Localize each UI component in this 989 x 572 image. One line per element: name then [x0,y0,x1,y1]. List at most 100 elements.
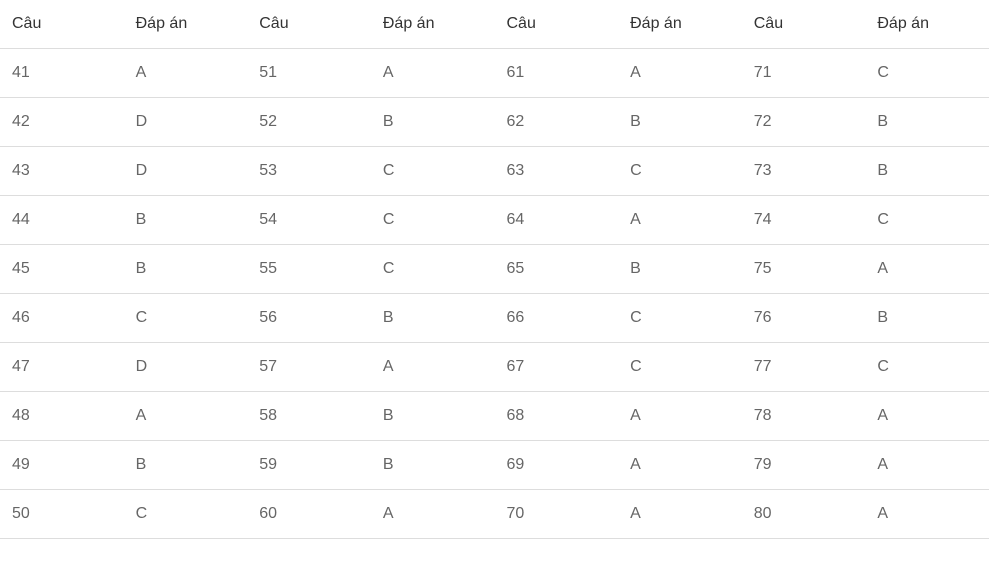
table-cell: 57 [247,343,371,392]
table-cell: 71 [742,49,866,98]
table-cell: 50 [0,490,124,539]
table-cell: A [371,49,495,98]
table-cell: B [865,147,989,196]
table-cell: D [124,147,248,196]
table-cell: 68 [495,392,619,441]
table-cell: A [618,392,742,441]
table-cell: B [124,441,248,490]
table-cell: 72 [742,98,866,147]
table-cell: 70 [495,490,619,539]
table-cell: B [618,245,742,294]
table-cell: A [865,392,989,441]
table-cell: 79 [742,441,866,490]
table-cell: 67 [495,343,619,392]
table-cell: 47 [0,343,124,392]
table-cell: A [865,490,989,539]
table-cell: B [371,392,495,441]
table-cell: 56 [247,294,371,343]
table-cell: 64 [495,196,619,245]
table-cell: A [865,245,989,294]
table-cell: C [371,196,495,245]
table-cell: C [124,294,248,343]
table-cell: 65 [495,245,619,294]
table-header: Câu Đáp án Câu Đáp án Câu Đáp án Câu Đáp… [0,0,989,49]
table-cell: 55 [247,245,371,294]
table-cell: 74 [742,196,866,245]
table-cell: 46 [0,294,124,343]
table-cell: C [124,490,248,539]
table-cell: B [371,441,495,490]
table-cell: A [865,441,989,490]
table-cell: 78 [742,392,866,441]
table-cell: 76 [742,294,866,343]
table-cell: 49 [0,441,124,490]
table-row: 46C56B66C76B [0,294,989,343]
table-cell: 61 [495,49,619,98]
header-row: Câu Đáp án Câu Đáp án Câu Đáp án Câu Đáp… [0,0,989,49]
header-cell: Câu [742,0,866,49]
table-cell: C [371,245,495,294]
table-cell: 48 [0,392,124,441]
table-cell: A [618,441,742,490]
header-cell: Đáp án [371,0,495,49]
table-cell: 77 [742,343,866,392]
table-cell: 60 [247,490,371,539]
table-row: 41A51A61A71C [0,49,989,98]
table-row: 48A58B68A78A [0,392,989,441]
table-cell: 59 [247,441,371,490]
table-cell: 69 [495,441,619,490]
table-cell: 75 [742,245,866,294]
table-cell: B [618,98,742,147]
table-cell: D [124,98,248,147]
table-cell: B [371,98,495,147]
table-cell: 62 [495,98,619,147]
table-cell: B [865,294,989,343]
table-cell: 41 [0,49,124,98]
table-row: 44B54C64A74C [0,196,989,245]
header-cell: Câu [495,0,619,49]
table-cell: 42 [0,98,124,147]
table-cell: B [124,245,248,294]
header-cell: Câu [0,0,124,49]
table-cell: 45 [0,245,124,294]
table-row: 49B59B69A79A [0,441,989,490]
header-cell: Đáp án [124,0,248,49]
table-cell: A [618,490,742,539]
table-cell: 53 [247,147,371,196]
table-cell: 80 [742,490,866,539]
table-cell: C [865,196,989,245]
table-cell: C [865,343,989,392]
table-row: 50C60A70A80A [0,490,989,539]
table-cell: 63 [495,147,619,196]
table-cell: D [124,343,248,392]
table-cell: A [371,343,495,392]
table-cell: 43 [0,147,124,196]
table-cell: C [865,49,989,98]
table-row: 47D57A67C77C [0,343,989,392]
table-cell: C [371,147,495,196]
table-cell: A [618,49,742,98]
table-row: 42D52B62B72B [0,98,989,147]
table-row: 43D53C63C73B [0,147,989,196]
table-cell: A [371,490,495,539]
table-row: 45B55C65B75A [0,245,989,294]
table-cell: 51 [247,49,371,98]
table-body: 41A51A61A71C42D52B62B72B43D53C63C73B44B5… [0,49,989,539]
header-cell: Câu [247,0,371,49]
table-cell: C [618,147,742,196]
table-cell: B [124,196,248,245]
table-cell: C [618,294,742,343]
table-cell: 54 [247,196,371,245]
table-cell: 66 [495,294,619,343]
table-cell: B [865,98,989,147]
table-cell: A [618,196,742,245]
table-cell: A [124,49,248,98]
table-cell: 44 [0,196,124,245]
table-cell: 73 [742,147,866,196]
table-cell: 58 [247,392,371,441]
table-cell: B [371,294,495,343]
table-cell: C [618,343,742,392]
table-cell: 52 [247,98,371,147]
answer-key-table: Câu Đáp án Câu Đáp án Câu Đáp án Câu Đáp… [0,0,989,539]
header-cell: Đáp án [618,0,742,49]
